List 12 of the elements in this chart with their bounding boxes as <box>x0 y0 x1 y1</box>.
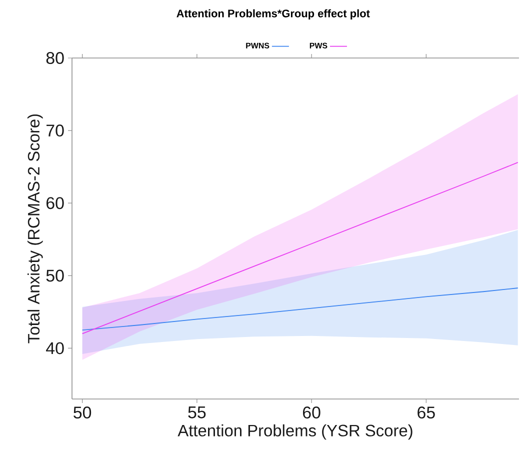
y-axis-title: Total Anxiety (RCMAS-2 Score) <box>27 114 43 344</box>
x-tick-label: 50 <box>74 406 92 419</box>
chart-title: Attention Problems*Group effect plot <box>176 9 370 20</box>
y-tick-label: 70 <box>46 124 64 137</box>
x-axis-title: Attention Problems (YSR Score) <box>178 424 412 440</box>
y-tick-label: 50 <box>46 270 64 282</box>
x-tick-label: 65 <box>418 406 435 419</box>
x-tick-label: 60 <box>302 406 320 419</box>
y-tick-label: 40 <box>46 342 64 354</box>
y-tick-label: 80 <box>46 52 64 64</box>
x-tick-label: 55 <box>188 406 206 418</box>
y-tick-label: 60 <box>46 197 64 210</box>
